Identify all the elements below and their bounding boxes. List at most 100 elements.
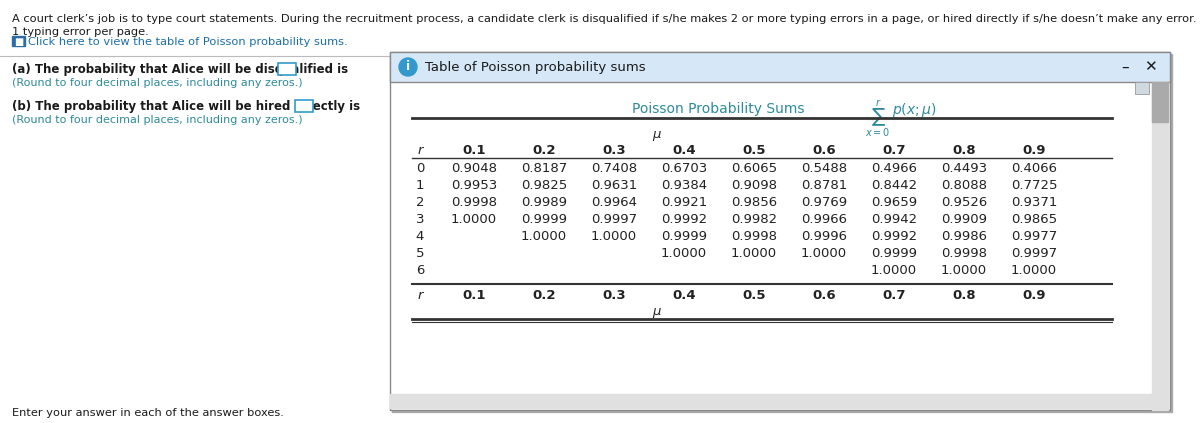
Bar bbox=[1135, 82, 1150, 94]
Bar bbox=[390, 52, 1170, 410]
Text: 0.9953: 0.9953 bbox=[451, 179, 497, 192]
Text: 0.9986: 0.9986 bbox=[941, 230, 986, 243]
Text: 0.9856: 0.9856 bbox=[731, 196, 778, 209]
Text: –: – bbox=[1121, 60, 1129, 74]
Text: 0.2: 0.2 bbox=[533, 289, 556, 302]
Text: 0.9982: 0.9982 bbox=[731, 213, 778, 226]
Text: 0.9371: 0.9371 bbox=[1010, 196, 1057, 209]
Text: A court clerk’s job is to type court statements. During the recruitment process,: A court clerk’s job is to type court sta… bbox=[12, 14, 1200, 24]
Text: 0.5: 0.5 bbox=[743, 144, 766, 157]
Text: 0.9966: 0.9966 bbox=[802, 213, 847, 226]
Bar bbox=[278, 63, 296, 75]
Bar bbox=[392, 54, 1172, 412]
Text: Poisson Probability Sums: Poisson Probability Sums bbox=[632, 102, 814, 116]
Text: 0.7408: 0.7408 bbox=[590, 162, 637, 175]
Text: 0.1: 0.1 bbox=[462, 289, 486, 302]
Text: 0.5488: 0.5488 bbox=[800, 162, 847, 175]
Text: 0: 0 bbox=[416, 162, 424, 175]
Text: 0.9: 0.9 bbox=[1022, 144, 1045, 157]
Text: 0.8781: 0.8781 bbox=[800, 179, 847, 192]
Text: 0.6065: 0.6065 bbox=[731, 162, 778, 175]
Bar bbox=[295, 100, 313, 112]
Text: 0.9992: 0.9992 bbox=[871, 230, 917, 243]
Text: 0.9998: 0.9998 bbox=[451, 196, 497, 209]
Text: 0.9384: 0.9384 bbox=[661, 179, 707, 192]
Text: 0.9: 0.9 bbox=[1022, 289, 1045, 302]
Text: 0.6703: 0.6703 bbox=[661, 162, 707, 175]
Text: 1: 1 bbox=[415, 179, 425, 192]
Text: ■: ■ bbox=[14, 37, 23, 47]
Text: ✕: ✕ bbox=[1144, 60, 1157, 74]
Text: 0.8187: 0.8187 bbox=[521, 162, 568, 175]
Text: 0.6: 0.6 bbox=[812, 289, 836, 302]
Text: 0.8: 0.8 bbox=[952, 144, 976, 157]
Text: 0.9825: 0.9825 bbox=[521, 179, 568, 192]
Text: 0.3: 0.3 bbox=[602, 144, 626, 157]
Text: 0.4493: 0.4493 bbox=[941, 162, 988, 175]
Text: 0.9998: 0.9998 bbox=[731, 230, 778, 243]
Text: 0.4066: 0.4066 bbox=[1010, 162, 1057, 175]
Text: 0.8: 0.8 bbox=[952, 289, 976, 302]
Text: 0.5: 0.5 bbox=[743, 289, 766, 302]
Text: (a) The probability that Alice will be disqualified is: (a) The probability that Alice will be d… bbox=[12, 63, 348, 76]
Text: 0.9921: 0.9921 bbox=[661, 196, 707, 209]
Text: 1.0000: 1.0000 bbox=[590, 230, 637, 243]
Text: 0.4: 0.4 bbox=[672, 144, 696, 157]
Text: r: r bbox=[418, 144, 422, 157]
Text: 4: 4 bbox=[416, 230, 424, 243]
Text: 1.0000: 1.0000 bbox=[521, 230, 568, 243]
Text: Enter your answer in each of the answer boxes.: Enter your answer in each of the answer … bbox=[12, 408, 284, 418]
Bar bbox=[12, 36, 25, 46]
Text: 0.9526: 0.9526 bbox=[941, 196, 988, 209]
Text: 0.9659: 0.9659 bbox=[871, 196, 917, 209]
Text: (b) The probability that Alice will be hired directly is: (b) The probability that Alice will be h… bbox=[12, 100, 360, 113]
Text: 0.8442: 0.8442 bbox=[871, 179, 917, 192]
Bar bbox=[1152, 82, 1168, 410]
Text: $p(x;\mu)$: $p(x;\mu)$ bbox=[892, 101, 937, 119]
Text: 0.9942: 0.9942 bbox=[871, 213, 917, 226]
Text: 0.3: 0.3 bbox=[602, 289, 626, 302]
Text: 2: 2 bbox=[415, 196, 425, 209]
Text: 0.7: 0.7 bbox=[882, 289, 906, 302]
Text: 3: 3 bbox=[415, 213, 425, 226]
Text: 1.0000: 1.0000 bbox=[451, 213, 497, 226]
Text: r: r bbox=[418, 289, 422, 302]
Text: 0.4: 0.4 bbox=[672, 289, 696, 302]
Text: 1.0000: 1.0000 bbox=[1010, 264, 1057, 277]
Text: 1.0000: 1.0000 bbox=[731, 247, 778, 260]
Text: 0.9048: 0.9048 bbox=[451, 162, 497, 175]
Text: 0.9992: 0.9992 bbox=[661, 213, 707, 226]
Text: 1.0000: 1.0000 bbox=[661, 247, 707, 260]
Text: 0.7: 0.7 bbox=[882, 144, 906, 157]
Bar bbox=[1152, 82, 1168, 122]
Text: 1 typing error per page.: 1 typing error per page. bbox=[12, 27, 149, 37]
Text: 0.9989: 0.9989 bbox=[521, 196, 568, 209]
Text: 0.9865: 0.9865 bbox=[1010, 213, 1057, 226]
Text: 0.9964: 0.9964 bbox=[592, 196, 637, 209]
Text: 1.0000: 1.0000 bbox=[871, 264, 917, 277]
Text: 0.9996: 0.9996 bbox=[802, 230, 847, 243]
Text: 0.9977: 0.9977 bbox=[1010, 230, 1057, 243]
Text: 6: 6 bbox=[416, 264, 424, 277]
Text: 0.9998: 0.9998 bbox=[941, 247, 986, 260]
Text: 5: 5 bbox=[415, 247, 425, 260]
Text: 0.9999: 0.9999 bbox=[661, 230, 707, 243]
Text: 1.0000: 1.0000 bbox=[800, 247, 847, 260]
Text: 0.6: 0.6 bbox=[812, 144, 836, 157]
Text: i: i bbox=[406, 60, 410, 74]
Text: 0.7725: 0.7725 bbox=[1010, 179, 1057, 192]
Bar bbox=[390, 394, 1152, 408]
Text: 0.9999: 0.9999 bbox=[871, 247, 917, 260]
Text: 0.9098: 0.9098 bbox=[731, 179, 778, 192]
Circle shape bbox=[398, 58, 418, 76]
Text: (Round to four decimal places, including any zeros.): (Round to four decimal places, including… bbox=[12, 115, 302, 125]
Text: 0.9997: 0.9997 bbox=[1010, 247, 1057, 260]
Text: 0.9999: 0.9999 bbox=[521, 213, 568, 226]
Bar bbox=[390, 52, 1170, 82]
Text: 0.4966: 0.4966 bbox=[871, 162, 917, 175]
Text: 0.2: 0.2 bbox=[533, 144, 556, 157]
Text: Click here to view the table of Poisson probability sums.: Click here to view the table of Poisson … bbox=[28, 37, 348, 47]
Text: $\sum_{x=0}^{r}$: $\sum_{x=0}^{r}$ bbox=[865, 98, 890, 138]
Text: 0.1: 0.1 bbox=[462, 144, 486, 157]
Text: Table of Poisson probability sums: Table of Poisson probability sums bbox=[425, 60, 646, 74]
